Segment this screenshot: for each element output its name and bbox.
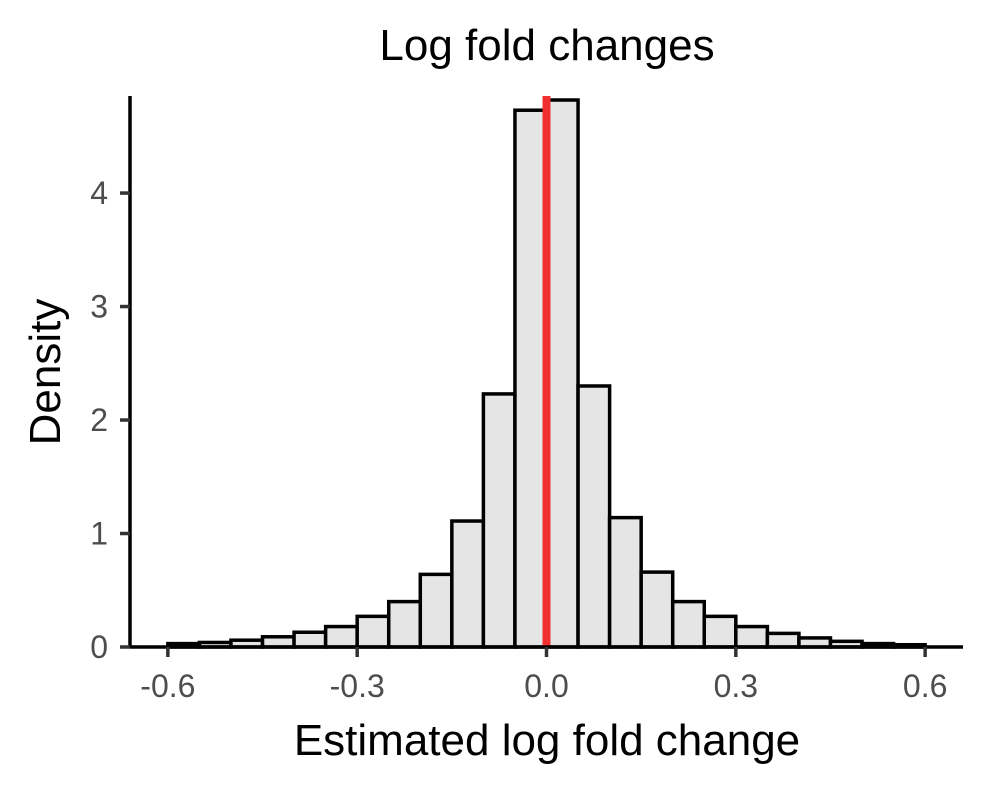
- y-tick-label-3: 3: [90, 289, 108, 325]
- x-tick-label-1: -0.3: [330, 668, 385, 704]
- histogram-bar-10: [481, 392, 517, 649]
- chart-title: Log fold changes: [379, 21, 714, 70]
- x-axis-title: Estimated log fold change: [294, 716, 800, 765]
- x-tick-label-4: 0.6: [903, 668, 947, 704]
- histogram-bar-8: [418, 572, 454, 649]
- y-axis-title: Density: [21, 299, 70, 446]
- histogram-bar-11: [513, 108, 549, 649]
- y-tick-label-4: 4: [90, 175, 108, 211]
- x-axis-ticks: -0.6 -0.3 0.0 0.3 0.6: [140, 647, 947, 704]
- histogram-bar-13: [576, 384, 612, 649]
- histogram-bar-6: [355, 614, 391, 649]
- histogram-bar-9: [450, 519, 486, 649]
- histogram-bar-15: [639, 570, 675, 649]
- histogram-bar-12: [544, 98, 580, 649]
- histogram-bar-5: [323, 624, 359, 649]
- histogram-bar-4: [292, 630, 328, 649]
- x-tick-label-3: 0.3: [714, 668, 758, 704]
- x-tick-label-0: -0.6: [140, 668, 195, 704]
- y-tick-label-2: 2: [90, 402, 108, 438]
- histogram-bar-18: [734, 624, 770, 649]
- y-tick-label-0: 0: [90, 629, 108, 665]
- histogram-bar-16: [670, 599, 707, 649]
- histogram-bar-14: [607, 515, 643, 649]
- x-tick-label-2: 0.0: [524, 668, 568, 704]
- y-tick-label-1: 1: [90, 516, 108, 552]
- y-axis-ticks: 0 1 2 3 4: [90, 175, 130, 665]
- histogram-bar-17: [702, 614, 738, 649]
- histogram-bar-19: [765, 631, 801, 649]
- histogram-bar-7: [386, 599, 423, 649]
